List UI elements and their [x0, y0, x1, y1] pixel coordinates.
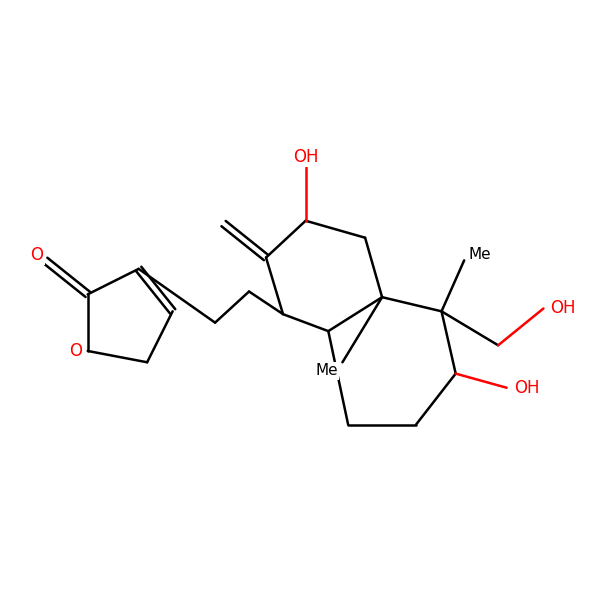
- Text: Me: Me: [469, 247, 491, 262]
- Text: O: O: [30, 246, 43, 264]
- Text: Me: Me: [315, 363, 338, 378]
- Text: O: O: [69, 342, 82, 360]
- Text: OH: OH: [514, 379, 539, 397]
- Text: OH: OH: [293, 148, 319, 166]
- Text: OH: OH: [551, 299, 576, 317]
